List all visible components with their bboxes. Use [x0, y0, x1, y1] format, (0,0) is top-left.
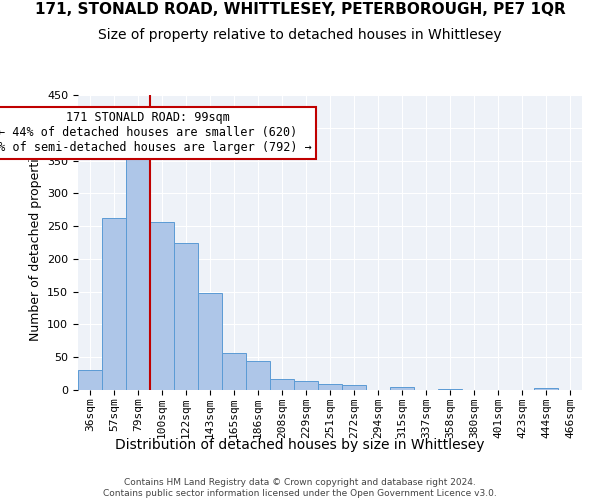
Bar [342, 386, 366, 390]
Bar [534, 388, 558, 390]
Bar [222, 354, 246, 390]
Bar [318, 384, 342, 390]
Bar [126, 152, 150, 390]
Bar [174, 243, 198, 390]
Text: Size of property relative to detached houses in Whittlesey: Size of property relative to detached ho… [98, 28, 502, 42]
Bar [438, 388, 462, 390]
Bar [102, 218, 126, 390]
Y-axis label: Number of detached properties: Number of detached properties [29, 144, 41, 341]
Bar [294, 382, 318, 390]
Bar [198, 293, 222, 390]
Text: 171, STONALD ROAD, WHITTLESEY, PETERBOROUGH, PE7 1QR: 171, STONALD ROAD, WHITTLESEY, PETERBORO… [35, 2, 565, 18]
Bar [270, 379, 294, 390]
Text: Distribution of detached houses by size in Whittlesey: Distribution of detached houses by size … [115, 438, 485, 452]
Bar [78, 370, 102, 390]
Text: 171 STONALD ROAD: 99sqm
← 44% of detached houses are smaller (620)
56% of semi-d: 171 STONALD ROAD: 99sqm ← 44% of detache… [0, 112, 311, 154]
Bar [390, 386, 414, 390]
Bar [150, 222, 174, 390]
Text: Contains HM Land Registry data © Crown copyright and database right 2024.
Contai: Contains HM Land Registry data © Crown c… [103, 478, 497, 498]
Bar [246, 361, 270, 390]
